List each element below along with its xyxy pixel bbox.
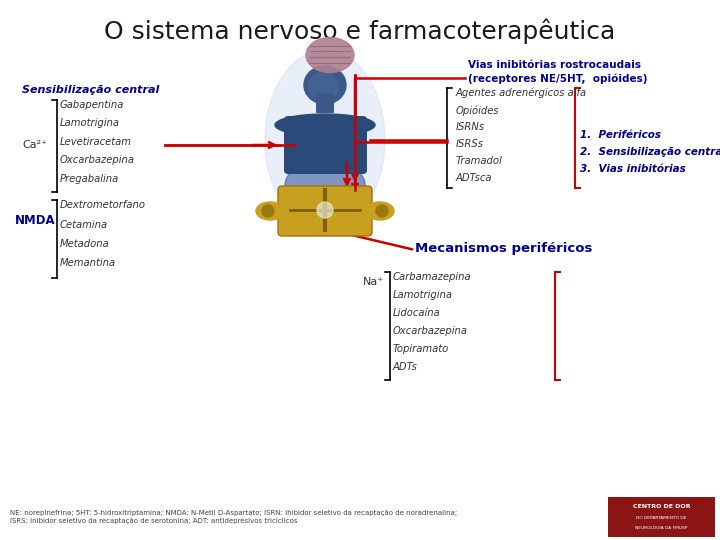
Text: Pregabalina: Pregabalina: [60, 173, 120, 184]
Ellipse shape: [265, 50, 385, 230]
Text: NEUROLOGIA DA FMUSP: NEUROLOGIA DA FMUSP: [636, 526, 688, 530]
Text: (receptores NE/5HT,  opióides): (receptores NE/5HT, opióides): [468, 73, 647, 84]
Circle shape: [317, 202, 333, 218]
Ellipse shape: [366, 202, 394, 220]
Text: Cetamina: Cetamina: [60, 219, 108, 230]
Text: ADTs: ADTs: [393, 362, 418, 372]
Text: 1.  Periféricos: 1. Periféricos: [580, 130, 661, 140]
Text: Vias inibitórias rostrocaudais: Vias inibitórias rostrocaudais: [468, 60, 641, 70]
Text: Oxcarbazepina: Oxcarbazepina: [393, 326, 468, 336]
Text: Ca²⁺: Ca²⁺: [22, 140, 47, 150]
Ellipse shape: [256, 202, 284, 220]
Circle shape: [262, 205, 274, 217]
Text: Oxcarbazepina: Oxcarbazepina: [60, 155, 135, 165]
Circle shape: [376, 205, 388, 217]
Text: Tramadol: Tramadol: [456, 156, 503, 166]
Text: ISRNs: ISRNs: [456, 122, 485, 132]
Text: Na⁺: Na⁺: [363, 277, 384, 287]
Ellipse shape: [275, 114, 375, 136]
Text: Lidocaína: Lidocaína: [393, 308, 441, 318]
Text: Levetiracetam: Levetiracetam: [60, 137, 132, 147]
Ellipse shape: [306, 37, 354, 72]
Text: Metadona: Metadona: [60, 239, 109, 249]
Text: Memantina: Memantina: [60, 259, 116, 268]
Text: Sensibilização central: Sensibilização central: [22, 85, 159, 95]
Text: NMDA: NMDA: [15, 213, 55, 226]
FancyBboxPatch shape: [284, 116, 367, 174]
FancyBboxPatch shape: [608, 497, 715, 537]
Text: Agentes adrenérgicos alfa: Agentes adrenérgicos alfa: [456, 88, 587, 98]
Text: CENTRO DE DOR: CENTRO DE DOR: [633, 504, 690, 509]
Text: ISRS: inibidor seletivo da recaptação de serotonina; ADT: antidepresivos tricícl: ISRS: inibidor seletivo da recaptação de…: [10, 518, 297, 524]
Text: Dextrometorfano: Dextrometorfano: [60, 200, 146, 210]
Text: Topiramato: Topiramato: [393, 344, 449, 354]
Text: O sistema nervoso e farmacoterapêutica: O sistema nervoso e farmacoterapêutica: [104, 18, 616, 44]
Ellipse shape: [285, 160, 365, 210]
Text: NE: norepinefrina; 5HT: 5-hidroxitriptamina; NMDA: N-Metil D-Aspartato; ISRN: ih: NE: norepinefrina; 5HT: 5-hidroxitriptam…: [10, 510, 457, 516]
Text: ADTsca: ADTsca: [456, 173, 492, 183]
Text: 2.  Sensibilização central: 2. Sensibilização central: [580, 147, 720, 157]
Text: 3.  Vias inibitórias: 3. Vias inibitórias: [580, 164, 685, 174]
Text: DO DEPARTAMENTO DE: DO DEPARTAMENTO DE: [636, 516, 687, 520]
Text: Opióides: Opióides: [456, 105, 500, 116]
Text: Lamotrigina: Lamotrigina: [60, 118, 120, 129]
Text: Lamotrigina: Lamotrigina: [393, 290, 453, 300]
Text: ISRSs: ISRSs: [456, 139, 484, 149]
FancyBboxPatch shape: [316, 93, 334, 113]
Text: Gabapentina: Gabapentina: [60, 100, 125, 110]
Ellipse shape: [304, 66, 346, 104]
Text: Carbamazepina: Carbamazepina: [393, 272, 472, 282]
FancyBboxPatch shape: [278, 186, 372, 236]
Ellipse shape: [308, 73, 338, 101]
Text: Mecanismos periféricos: Mecanismos periféricos: [415, 242, 593, 255]
